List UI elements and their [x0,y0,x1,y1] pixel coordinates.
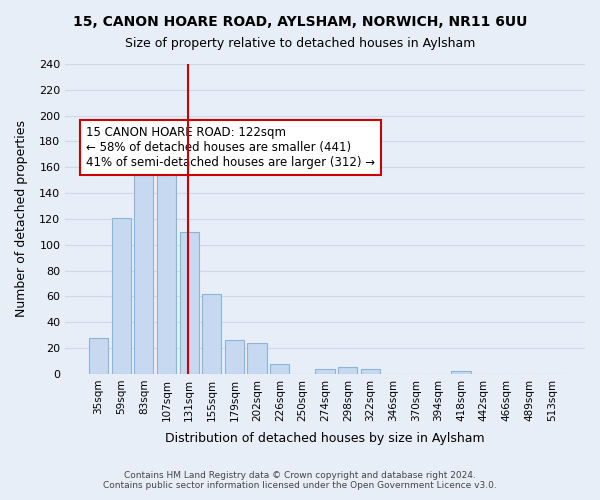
Bar [247,343,267,374]
Bar [451,372,471,374]
Bar [134,152,154,374]
Bar [179,232,199,374]
Bar [361,368,380,374]
Text: 15, CANON HOARE ROAD, AYLSHAM, NORWICH, NR11 6UU: 15, CANON HOARE ROAD, AYLSHAM, NORWICH, … [73,15,527,29]
Bar [89,338,108,374]
X-axis label: Distribution of detached houses by size in Aylsham: Distribution of detached houses by size … [165,432,485,445]
Text: Size of property relative to detached houses in Aylsham: Size of property relative to detached ho… [125,38,475,51]
Text: Contains HM Land Registry data © Crown copyright and database right 2024.
Contai: Contains HM Land Registry data © Crown c… [103,470,497,490]
Bar [270,364,289,374]
Bar [202,294,221,374]
Bar [338,368,358,374]
Bar [157,120,176,374]
Text: 15 CANON HOARE ROAD: 122sqm
← 58% of detached houses are smaller (441)
41% of se: 15 CANON HOARE ROAD: 122sqm ← 58% of det… [86,126,375,169]
Bar [112,218,131,374]
Y-axis label: Number of detached properties: Number of detached properties [15,120,28,318]
Bar [225,340,244,374]
Bar [316,368,335,374]
